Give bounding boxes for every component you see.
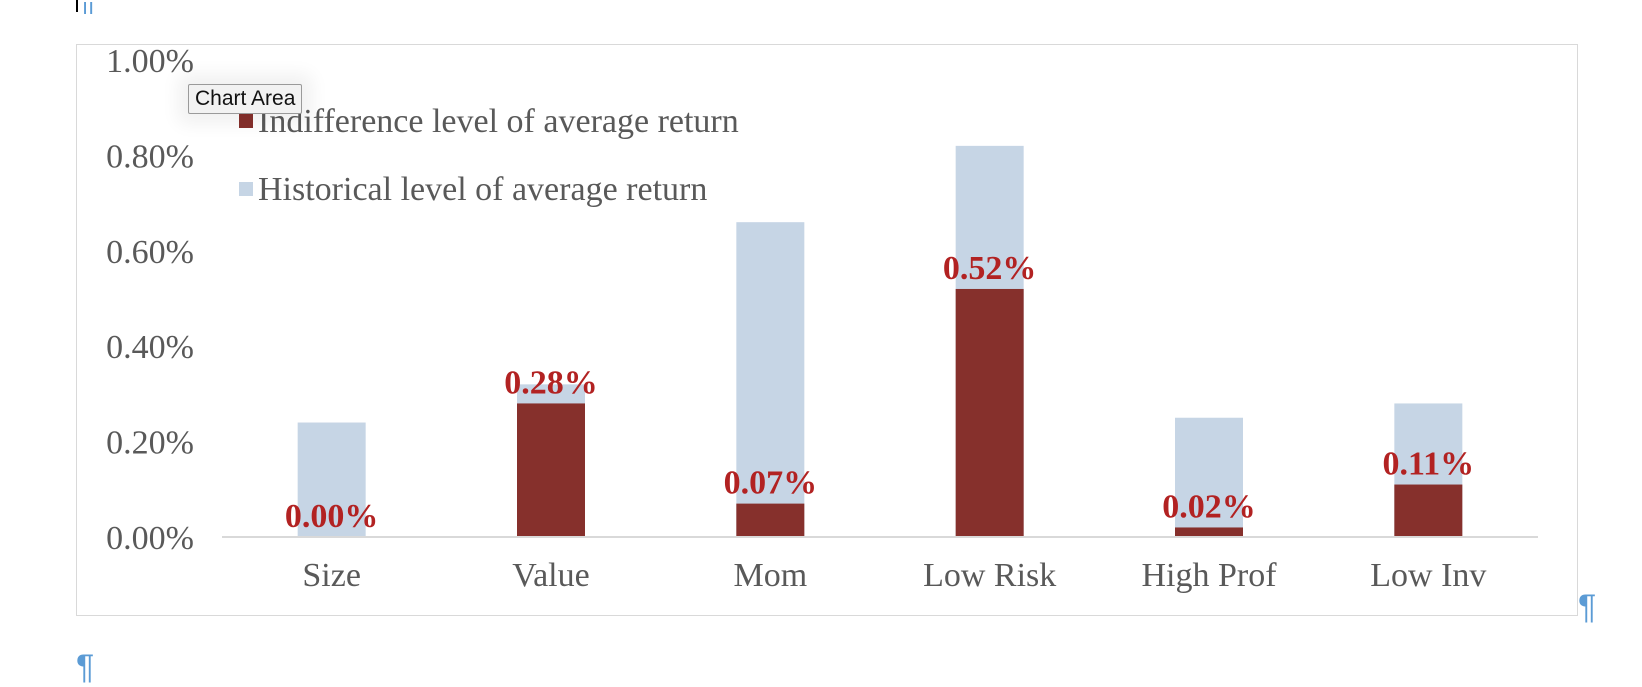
data-label: 0.02% [1162,488,1256,525]
indifference-bar [1394,484,1463,537]
text-cursor [76,0,78,12]
indifference-bar [1175,527,1243,537]
category-label: High Prof [1141,557,1277,594]
category-label: Mom [733,557,807,594]
historical-bar [297,422,366,537]
legend-label: Indifference level of average return [258,103,739,140]
indifference-bar [736,503,805,537]
indifference-bar [955,288,1024,537]
chart-area-tooltip: Chart Area [188,84,303,114]
category-label: Value [512,557,589,594]
data-label: 0.28% [504,364,598,401]
y-tick-label: 0.60% [106,234,194,271]
indifference-bar [517,403,585,537]
category-label: Low Inv [1370,557,1486,594]
paragraph-mark-bottom: ¶ [76,648,95,686]
legend-label: Historical level of average return [258,171,707,208]
data-label: 0.52% [943,250,1037,287]
data-label: 0.00% [285,498,379,535]
y-tick-label: 0.80% [106,138,194,175]
y-tick-label: 0.20% [106,425,194,462]
bar-chart[interactable]: 0.00% 0.20% 0.40% 0.60% 0.80% 1.00% 0.00% Size 0… [0,0,1642,666]
legend-swatch [239,182,253,196]
paragraph-mark: ¶ [1578,588,1597,626]
legend-swatch [239,114,253,128]
y-tick-label: 1.00% [106,43,194,80]
chart-area[interactable] [76,44,1578,616]
paragraph-mark-top: ıı [82,0,95,19]
y-tick-label: 0.00% [106,520,194,557]
data-label: 0.07% [724,465,818,502]
data-label: 0.11% [1383,446,1475,483]
category-label: Size [302,557,361,594]
historical-bar [1175,417,1243,537]
category-label: Low Risk [923,557,1056,594]
historical-bar [736,222,805,537]
y-tick-label: 0.40% [106,329,194,366]
